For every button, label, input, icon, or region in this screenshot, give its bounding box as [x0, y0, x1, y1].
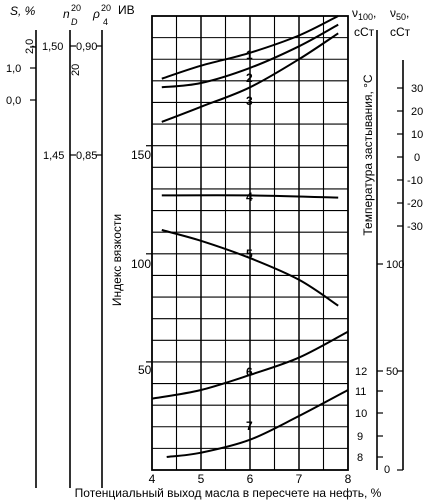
nd-axis-title: n	[63, 7, 70, 21]
curve-label-3: 3	[246, 94, 253, 108]
s-axis-title: S, %	[10, 4, 36, 18]
nu100-label-100: 100	[386, 259, 404, 271]
x-axis-title: Потенциальный выход масла в пересчете на…	[75, 486, 382, 500]
curve-label-1: 1	[246, 48, 253, 62]
curve-label-6: 6	[246, 365, 253, 379]
curve-label-5: 5	[246, 247, 253, 261]
pour-point-ticks	[397, 87, 403, 227]
y-tick-marks	[146, 145, 152, 363]
curve-3	[161, 32, 339, 123]
nu50-title-main: ν	[390, 6, 396, 20]
s-tick-label-1: 1,0	[6, 63, 21, 75]
nu100-label-8: 8	[357, 452, 363, 464]
nu100-title-sub: 100	[358, 12, 373, 22]
y-tick-label-50: 50	[138, 363, 152, 377]
nd-tick-label-150: 1,50	[42, 41, 63, 53]
rho-axis-title-main: ρ	[92, 7, 100, 21]
curve-4	[161, 194, 339, 199]
rho-tick-label-085: 0,85	[76, 150, 97, 162]
nd-axis-title-sup: 20	[71, 3, 81, 13]
pour-point-axis-title: Температура застывания, °С	[361, 74, 375, 236]
nd-axis-title-main: n	[63, 7, 70, 21]
nu50-axis-title: ν50,	[390, 6, 409, 22]
vi-axis-rotated-label: Индекс вязкости	[110, 214, 124, 306]
vi-axis-title: ИВ	[118, 3, 135, 17]
nu50-axis-unit: сСт	[390, 25, 411, 39]
rho-axis-title-sup: 20	[101, 3, 111, 13]
pour-label-m30: -30	[407, 221, 423, 233]
nu50-title-sub: 50	[396, 12, 406, 22]
y-tick-label-150: 150	[131, 148, 151, 162]
curve-label-4: 4	[246, 190, 253, 204]
pour-label-m20: -20	[407, 198, 423, 210]
nu50-label-0: 0	[384, 464, 390, 476]
nu100-label-9: 9	[357, 431, 363, 443]
nd-tick-label-20: 20	[70, 64, 82, 76]
x-tick-label-5: 5	[198, 472, 205, 486]
y-tick-label-100: 100	[131, 257, 151, 271]
pour-label-10: 10	[411, 129, 423, 141]
curve-label-7: 7	[246, 419, 253, 433]
s-tick-label-0: 0,0	[6, 95, 21, 107]
nu100-label-11: 11	[355, 386, 366, 398]
curve-6	[151, 330, 349, 400]
nu100-ticks	[377, 263, 383, 458]
curve-5	[161, 229, 339, 307]
x-tick-label-4: 4	[149, 472, 156, 486]
curve-1	[161, 15, 339, 80]
nu100-axis-unit: сСт	[354, 25, 375, 39]
rho-axis-title-sub: 4	[103, 17, 108, 27]
data-curves	[151, 15, 349, 458]
plot-grid	[152, 16, 348, 470]
curve-7	[166, 389, 349, 458]
x-tick-label-6: 6	[247, 472, 254, 486]
nd-axis-title-sub: D	[71, 17, 78, 27]
nd-tick-label-145: 1,45	[43, 150, 64, 162]
nu50-label-50: 50	[386, 366, 398, 378]
curve-label-2: 2	[246, 71, 253, 85]
pour-label-m10: -10	[407, 175, 423, 187]
nu100-label-12: 12	[355, 366, 367, 378]
x-tick-label-7: 7	[296, 472, 303, 486]
rho-axis-title: ρ	[92, 7, 100, 21]
pour-label-30: 30	[411, 83, 423, 95]
plot-frame	[151, 15, 349, 471]
pour-label-20: 20	[411, 106, 423, 118]
x-tick-label-8: 8	[345, 472, 352, 486]
curve-2	[161, 23, 339, 89]
nu100-axis-title: ν100,	[352, 6, 376, 22]
rho-tick-label-090: 0,90	[76, 41, 97, 53]
pour-label-0: 0	[414, 152, 420, 164]
s-tick-label-2: 2,0	[24, 39, 36, 54]
nu100-title-main: ν	[352, 6, 358, 20]
nu100-label-10: 10	[355, 408, 367, 420]
